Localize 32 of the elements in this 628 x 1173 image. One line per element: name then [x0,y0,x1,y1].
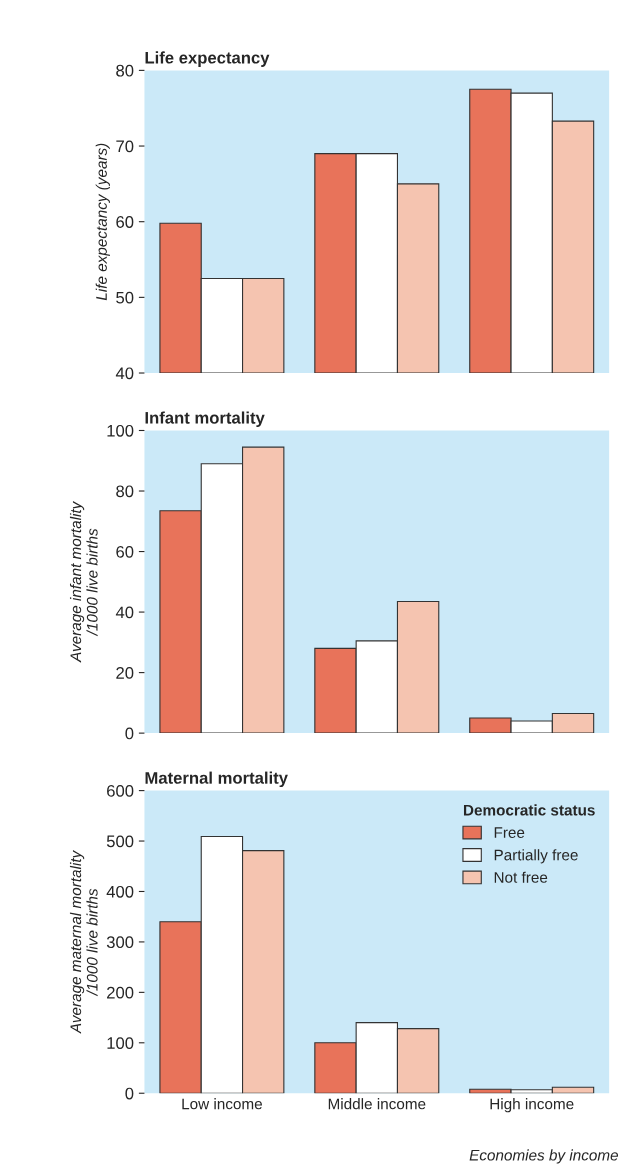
y-tick-label: 100 [107,1037,134,1049]
y-axis-title: Average maternal mortality /1000 live births [69,850,98,1034]
y-tick-label: 40 [115,606,134,619]
y-tick-label: 0 [125,727,134,740]
y-tick-label: 400 [106,885,134,898]
x-tick-label: Middle income [328,1098,426,1110]
y-tick-label: 0 [125,1087,134,1100]
legend-title: Democratic status [463,804,595,816]
y-tick-label: 50 [116,291,134,304]
x-tick-label: High income [490,1098,574,1113]
y-tick-label: 80 [116,64,134,77]
legend-label: Not free [494,871,548,883]
y-tick-label: 80 [116,485,134,498]
x-axis-title: Economies by income [469,1149,619,1164]
y-axis-title: Average infant mortality /1000 live births [69,500,98,663]
y-tick-label: 600 [107,785,134,797]
chart-title: Maternal mortality [145,771,288,788]
y-tick-label: 500 [106,835,134,848]
y-tick-label: 40 [115,367,134,380]
legend-label: Free [494,827,525,838]
y-tick-label: 20 [116,667,134,679]
y-tick-label: 70 [116,140,134,153]
y-tick-label: 100 [107,424,134,437]
y-tick-label: 60 [116,545,134,558]
y-axis-title: Life expectancy (years) [95,143,110,301]
chart-title: Life expectancy [145,51,270,67]
chart-title: Infant mortality [145,411,265,427]
legend-label: Partially free [494,849,578,864]
y-tick-label: 200 [107,986,134,999]
y-tick-label: 300 [106,936,134,949]
y-tick-label: 60 [116,216,134,228]
x-tick-label: Low income [182,1098,262,1110]
